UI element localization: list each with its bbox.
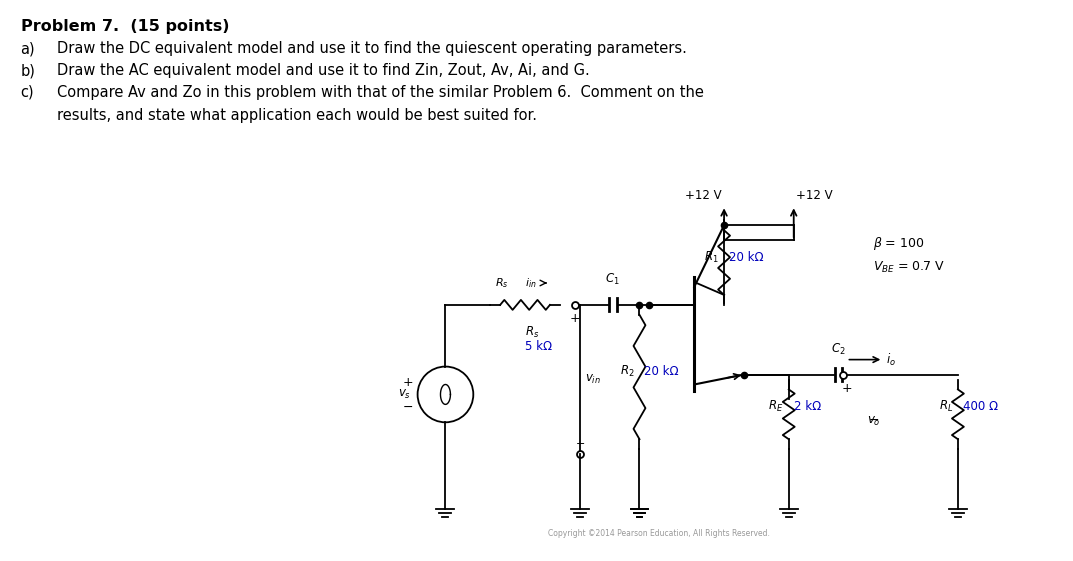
Text: +12 V: +12 V xyxy=(686,190,722,203)
Text: $R_E$: $R_E$ xyxy=(768,399,783,414)
Text: $v_{in}$: $v_{in}$ xyxy=(585,373,601,386)
Text: 400 Ω: 400 Ω xyxy=(962,400,998,413)
Text: $\beta$ = 100: $\beta$ = 100 xyxy=(873,235,925,252)
Text: $R_2$: $R_2$ xyxy=(620,364,634,379)
Text: $-$: $-$ xyxy=(402,400,413,413)
Text: $V_{BE}$ = 0.7 V: $V_{BE}$ = 0.7 V xyxy=(873,260,945,275)
Text: $C_2$: $C_2$ xyxy=(832,342,846,357)
Text: $v_s$: $v_s$ xyxy=(398,388,411,401)
Text: Compare Av and Zo in this problem with that of the similar Problem 6.  Comment o: Compare Av and Zo in this problem with t… xyxy=(57,85,704,100)
Text: 5 kΩ: 5 kΩ xyxy=(525,340,553,353)
Text: +12 V: +12 V xyxy=(796,190,833,203)
Text: b): b) xyxy=(20,63,35,78)
Text: 20 kΩ: 20 kΩ xyxy=(729,251,764,264)
Text: $i_{in}$: $i_{in}$ xyxy=(525,276,536,290)
Text: Draw the DC equivalent model and use it to find the quiescent operating paramete: Draw the DC equivalent model and use it … xyxy=(57,41,688,56)
Text: $R_s$: $R_s$ xyxy=(525,325,540,340)
Text: Copyright ©2014 Pearson Education, All Rights Reserved.: Copyright ©2014 Pearson Education, All R… xyxy=(548,529,770,538)
Text: c): c) xyxy=(20,85,34,100)
Text: +: + xyxy=(403,376,413,389)
Text: $i_o$: $i_o$ xyxy=(886,352,896,367)
Text: Draw the AC equivalent model and use it to find Zin, Zout, Av, Ai, and G.: Draw the AC equivalent model and use it … xyxy=(57,63,590,78)
Text: $R_s$: $R_s$ xyxy=(496,276,509,290)
Text: +: + xyxy=(570,312,580,325)
Text: results, and state what application each would be best suited for.: results, and state what application each… xyxy=(57,108,538,123)
Text: $C_1$: $C_1$ xyxy=(605,272,620,287)
Text: 2 kΩ: 2 kΩ xyxy=(794,400,821,413)
Text: $v_o$: $v_o$ xyxy=(867,415,880,428)
Text: $-$: $-$ xyxy=(575,437,585,447)
Text: $R_L$: $R_L$ xyxy=(939,399,953,414)
Text: Problem 7.  (15 points): Problem 7. (15 points) xyxy=(20,19,229,34)
Text: $-$: $-$ xyxy=(868,413,879,426)
Text: +: + xyxy=(841,382,852,395)
Text: $R_1$: $R_1$ xyxy=(705,250,719,265)
Text: 20 kΩ: 20 kΩ xyxy=(645,365,679,378)
Text: a): a) xyxy=(20,41,35,56)
